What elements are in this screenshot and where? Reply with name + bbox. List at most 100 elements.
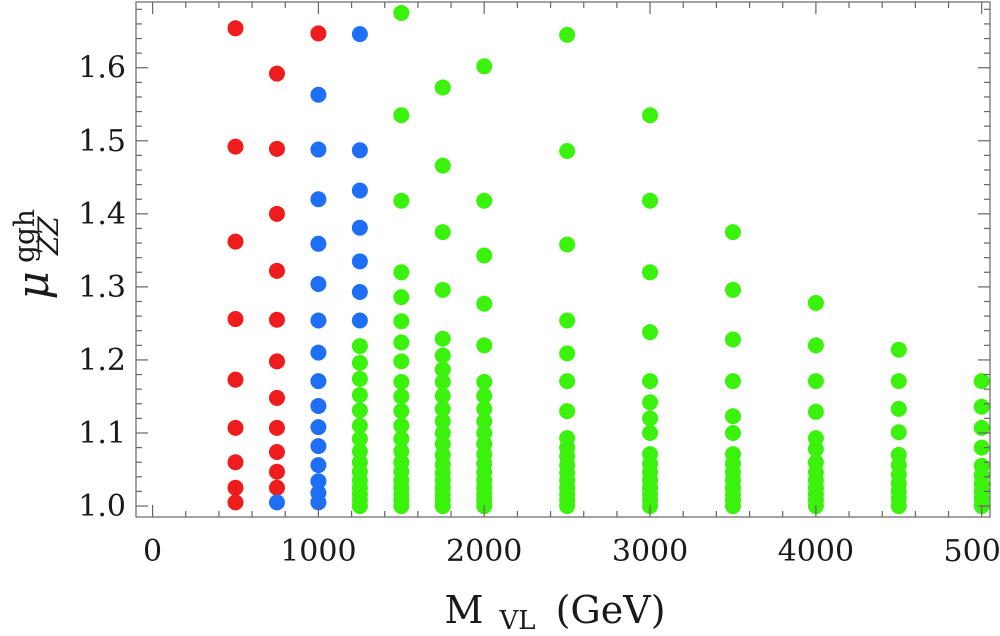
data-point-green [434, 157, 451, 174]
x-tick-label: 5000 [944, 534, 1000, 569]
data-point-green [351, 417, 368, 434]
data-point-green [393, 192, 410, 209]
data-point-blue [310, 397, 327, 414]
data-point-green [393, 4, 410, 21]
data-point-green [393, 313, 410, 330]
data-point-red [268, 463, 285, 480]
data-point-blue [310, 457, 327, 474]
data-point-green [559, 430, 576, 447]
series-red [227, 20, 327, 511]
data-point-red [268, 205, 285, 222]
data-point-green [807, 337, 824, 354]
data-point-green [393, 373, 410, 390]
data-point-green [642, 424, 659, 441]
plot-area [227, 4, 990, 515]
data-point-green [642, 192, 659, 209]
data-point-blue [351, 284, 368, 301]
data-point-green [642, 264, 659, 281]
data-point-blue [310, 438, 327, 455]
data-point-blue [310, 86, 327, 103]
data-point-green [973, 398, 990, 415]
data-point-red [268, 311, 285, 328]
data-point-red [227, 419, 244, 436]
data-point-red [227, 233, 244, 250]
data-point-green [973, 373, 990, 390]
data-point-green [724, 373, 741, 390]
data-point-green [559, 403, 576, 420]
axes: 0 1000 2000 3000 4000 5000 1.0 1.1 1.2 1.3 1.4 1.5 1… [78, 1, 1000, 569]
series-blue [268, 26, 368, 511]
data-point-green [890, 446, 907, 463]
data-point-green [559, 236, 576, 253]
x-axis-title-unit: (GeV) [556, 588, 666, 632]
data-point-green [393, 353, 410, 370]
data-point-green [973, 457, 990, 474]
data-point-green [724, 408, 741, 425]
data-point-green [642, 324, 659, 341]
data-point-green [642, 410, 659, 427]
data-point-green [642, 373, 659, 390]
data-point-green [393, 388, 410, 405]
data-point-green [724, 331, 741, 348]
data-point-green [393, 454, 410, 471]
data-point-blue [310, 419, 327, 436]
data-point-green [393, 107, 410, 124]
x-axis-title-sub: VL [498, 606, 535, 636]
x-tick-label: 0 [143, 534, 162, 569]
data-point-green [434, 424, 451, 441]
x-tick-label: 4000 [778, 534, 854, 569]
data-point-green [807, 454, 824, 471]
data-point-green [351, 354, 368, 371]
y-axis-title-main: μ [8, 271, 59, 300]
y-axis-title-sub: ZZ [32, 216, 65, 256]
data-point-green [559, 373, 576, 390]
data-point-green [393, 443, 410, 460]
data-point-green [393, 417, 410, 434]
data-point-blue [351, 253, 368, 270]
x-tick-label: 1000 [280, 534, 356, 569]
data-point-green [351, 402, 368, 419]
data-point-green [559, 26, 576, 43]
data-point-green [393, 403, 410, 420]
x-tick-label: 2000 [446, 534, 522, 569]
data-point-green [476, 435, 493, 452]
data-point-green [890, 400, 907, 417]
data-point-green [434, 347, 451, 364]
data-point-blue [268, 494, 285, 511]
data-point-green [642, 394, 659, 411]
data-point-green [393, 334, 410, 351]
data-point-green [724, 224, 741, 241]
data-point-blue [310, 312, 327, 329]
data-point-red [227, 454, 244, 471]
data-point-red [227, 371, 244, 388]
data-point-green [476, 58, 493, 75]
svg-text:M VL (GeV): M VL (GeV) [444, 588, 665, 636]
data-point-green [351, 387, 368, 404]
data-point-red [268, 443, 285, 460]
data-point-green [807, 403, 824, 420]
data-point-green [434, 281, 451, 298]
y-tick-label: 1.2 [78, 343, 126, 378]
data-point-blue [351, 182, 368, 199]
x-axis-title: M VL (GeV) [444, 588, 665, 636]
y-axis-title-sup: ggh [8, 209, 41, 263]
data-point-green [434, 373, 451, 390]
data-point-green [393, 264, 410, 281]
data-point-red [268, 140, 285, 157]
data-point-green [434, 400, 451, 417]
data-point-blue [310, 235, 327, 252]
data-point-red [227, 20, 244, 37]
data-point-green [351, 454, 368, 471]
data-point-blue [310, 141, 327, 158]
data-point-green [351, 338, 368, 355]
data-point-red [268, 479, 285, 496]
data-point-green [724, 281, 741, 298]
data-point-blue [310, 191, 327, 208]
data-point-red [268, 262, 285, 279]
data-point-green [476, 373, 493, 390]
data-point-green [393, 289, 410, 306]
y-tick-label: 1.6 [78, 51, 126, 86]
data-point-green [476, 247, 493, 264]
data-point-green [476, 387, 493, 404]
